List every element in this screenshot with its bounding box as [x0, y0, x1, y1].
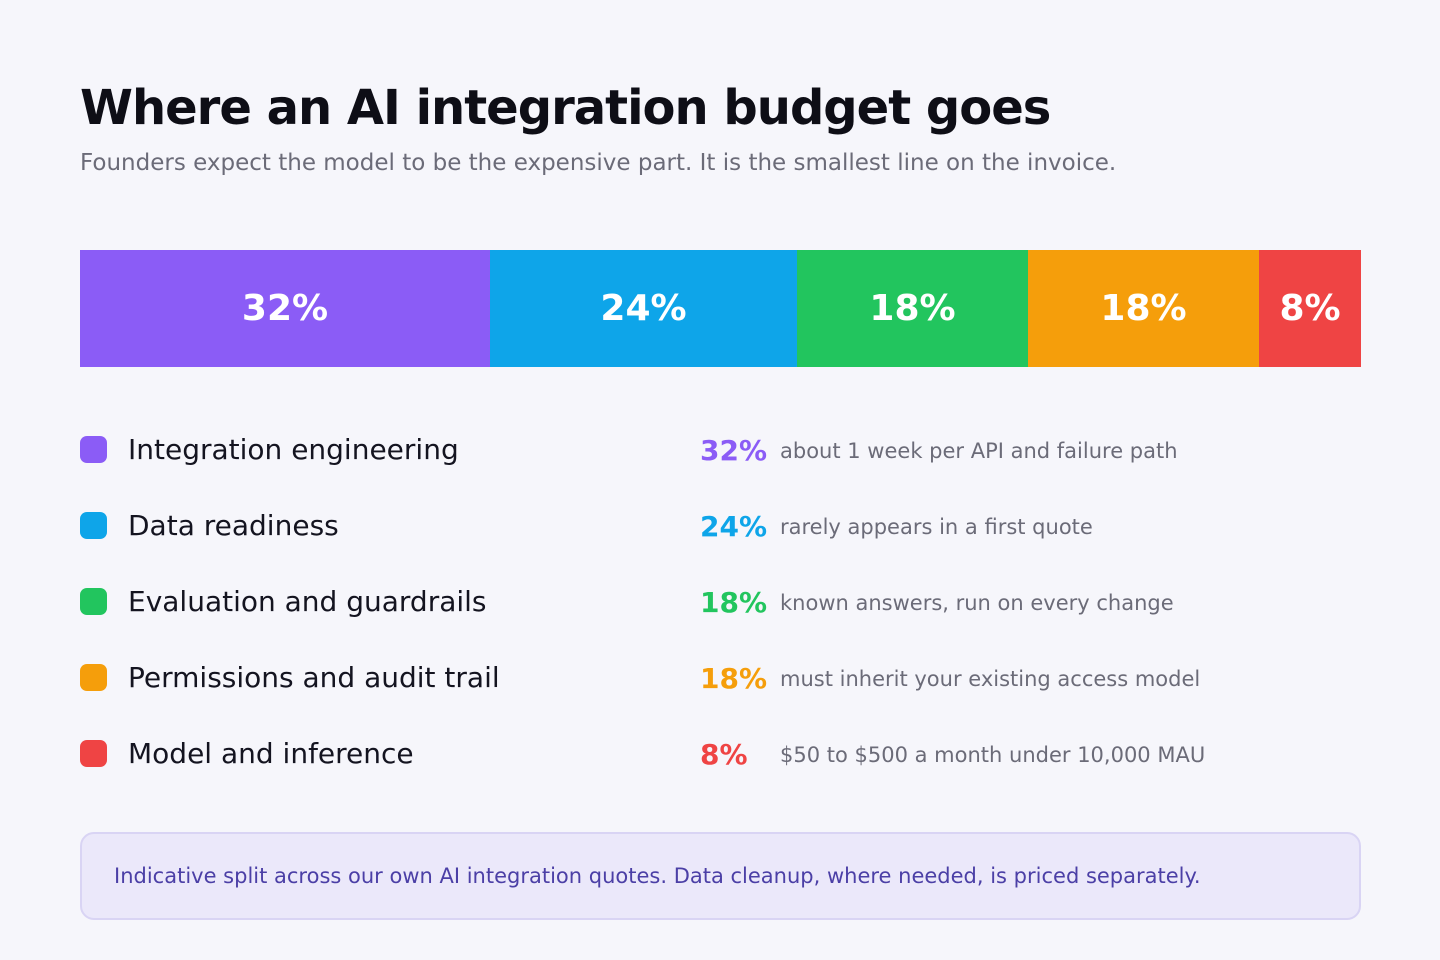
legend-percentage: 32%	[700, 434, 768, 467]
legend-swatch	[80, 436, 107, 463]
stacked-bar: 32% 24% 18% 18% 8%	[80, 250, 1361, 367]
legend: Integration engineering 32% about 1 week p…	[80, 414, 1361, 794]
legend-percentage: 24%	[700, 510, 768, 543]
bar-segment-label: 24%	[600, 288, 687, 329]
legend-note: known answers, run on every change	[780, 591, 1174, 615]
legend-swatch	[80, 512, 107, 539]
legend-percentage: 8%	[700, 738, 748, 771]
bar-segment-3: 18%	[797, 250, 1028, 367]
legend-note: $50 to $500 a month under 10,000 MAU	[780, 743, 1206, 767]
bar-segment-1: 32%	[80, 250, 490, 367]
footnote-text: Indicative split across our own AI integ…	[114, 864, 1201, 888]
bar-segment-2: 24%	[490, 250, 797, 367]
footnote-box: Indicative split across our own AI integ…	[80, 832, 1361, 920]
legend-category-label: Evaluation and guardrails	[128, 585, 487, 618]
legend-row: Evaluation and guardrails 18% known answer…	[80, 566, 1361, 642]
legend-row: Permissions and audit trail 18% must inher…	[80, 642, 1361, 718]
legend-category-label: Integration engineering	[128, 433, 459, 466]
legend-note: must inherit your existing access model	[780, 667, 1201, 691]
legend-swatch	[80, 740, 107, 767]
legend-note: rarely appears in a first quote	[780, 515, 1093, 539]
legend-note: about 1 week per API and failure path	[780, 439, 1178, 463]
chart-title: Where an AI integration budget goes	[80, 80, 1051, 136]
legend-percentage: 18%	[700, 586, 768, 619]
bar-segment-label: 8%	[1279, 288, 1341, 329]
chart-subtitle: Founders expect the model to be the expe…	[80, 150, 1117, 176]
bar-segment-label: 32%	[241, 288, 329, 329]
legend-swatch	[80, 588, 107, 615]
legend-row: Integration engineering 32% about 1 week p…	[80, 414, 1361, 490]
bar-segment-5: 8%	[1259, 250, 1361, 367]
legend-swatch	[80, 664, 107, 691]
legend-percentage: 18%	[700, 662, 768, 695]
bar-segment-label: 18%	[869, 288, 956, 329]
legend-category-label: Data readiness	[128, 509, 339, 542]
bar-segment-label: 18%	[1100, 288, 1187, 329]
legend-row: Model and inference 8% $50 to $500 a month…	[80, 718, 1361, 794]
legend-category-label: Model and inference	[128, 737, 414, 770]
legend-category-label: Permissions and audit trail	[128, 661, 500, 694]
bar-segment-4: 18%	[1028, 250, 1259, 367]
legend-row: Data readiness 24% rarely appears in a fir…	[80, 490, 1361, 566]
